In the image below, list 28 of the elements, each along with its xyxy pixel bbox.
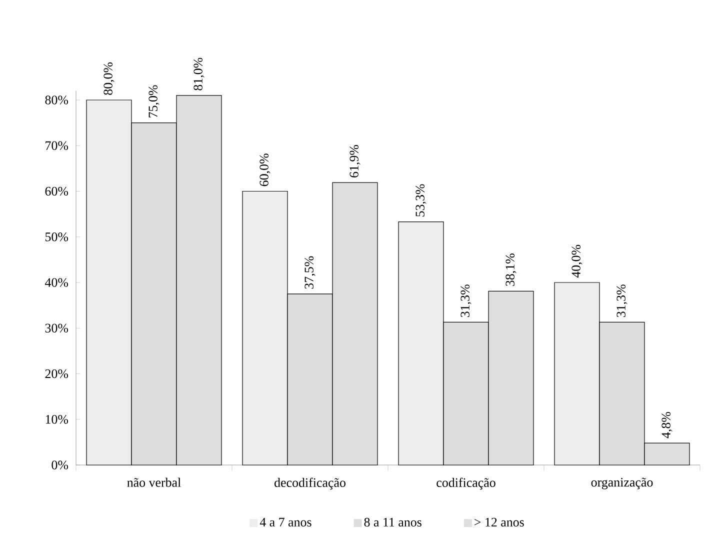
data-label: 4,8% — [662, 412, 672, 438]
legend-label: 4 a 7 anos — [260, 518, 312, 527]
y-tick-label: 50% — [45, 232, 68, 242]
x-tick-label: não verbal — [127, 478, 181, 487]
y-tick-label: 80% — [45, 96, 68, 104]
x-tick-label: decodificação — [274, 478, 346, 490]
data-label: 80,0% — [104, 62, 114, 95]
legend-label: 8 a 11 anos — [364, 518, 422, 527]
data-label: 38,1% — [506, 254, 516, 286]
y-tick-label: 70% — [46, 141, 68, 150]
data-label: 31,3% — [616, 284, 628, 317]
data-label: 75,0% — [148, 85, 160, 118]
y-tick-label: 30% — [45, 324, 68, 333]
data-label: 61,9% — [350, 144, 360, 178]
x-tick-label: organização — [591, 478, 653, 490]
y-tick-label: 20% — [45, 369, 68, 378]
y-tick-label: 60% — [45, 186, 68, 196]
y-tick-label: 0% — [52, 460, 68, 470]
data-label: 31,3% — [460, 284, 472, 317]
data-label: 81,0% — [194, 58, 204, 90]
data-label: 53,3% — [416, 184, 426, 216]
data-label: 60,0% — [260, 154, 270, 186]
data-label: 37,5% — [304, 256, 316, 289]
y-tick-label: 10% — [46, 414, 68, 424]
x-tick-label: codificação — [436, 478, 496, 490]
data-label: 40,0% — [572, 244, 582, 278]
legend-label: > 12 anos — [474, 518, 524, 527]
y-tick-label: 40% — [44, 278, 68, 287]
